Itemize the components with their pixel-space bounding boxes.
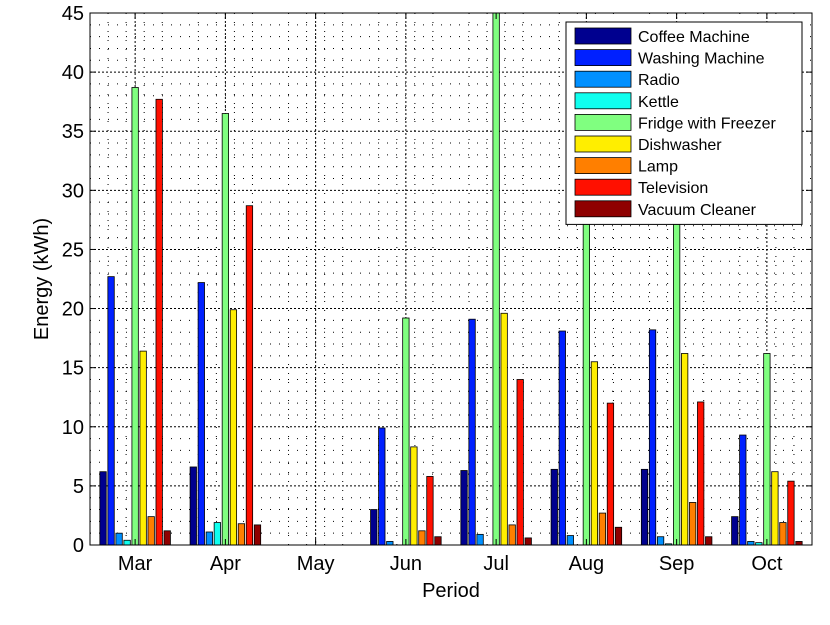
bar bbox=[739, 434, 747, 546]
bar bbox=[640, 468, 649, 546]
bar bbox=[221, 113, 229, 546]
legend-swatch bbox=[574, 135, 632, 153]
bar bbox=[763, 353, 771, 546]
y-tick-label: 40 bbox=[62, 62, 84, 84]
bar bbox=[681, 353, 689, 546]
bar bbox=[476, 533, 484, 546]
y-tick-label: 25 bbox=[62, 239, 84, 261]
legend-label: Coffee Machine bbox=[638, 29, 750, 46]
legend-swatch bbox=[574, 27, 632, 45]
y-tick-label: 10 bbox=[62, 417, 84, 439]
legend-label: Radio bbox=[638, 72, 680, 89]
bar bbox=[697, 401, 705, 546]
bar bbox=[139, 350, 147, 546]
legend-label: Television bbox=[638, 180, 708, 197]
bar bbox=[237, 523, 246, 546]
bar bbox=[779, 522, 787, 546]
y-tick-label: 15 bbox=[62, 358, 84, 380]
legend-swatch bbox=[574, 178, 632, 196]
bar bbox=[205, 531, 213, 546]
bar bbox=[418, 530, 426, 546]
bar bbox=[771, 471, 779, 546]
legend-label: Fridge with Freezer bbox=[638, 115, 776, 132]
bar bbox=[508, 524, 516, 546]
bar bbox=[410, 446, 418, 546]
bar bbox=[468, 318, 476, 546]
bar bbox=[123, 539, 131, 546]
x-tick-label: Apr bbox=[210, 553, 241, 575]
x-tick-label: May bbox=[297, 553, 335, 575]
bar bbox=[229, 309, 238, 546]
bar bbox=[197, 282, 205, 546]
legend: Coffee Machine Washing Machine Radio Kettle… bbox=[565, 21, 803, 225]
y-tick-label: 20 bbox=[62, 299, 84, 321]
legend-swatch bbox=[574, 157, 632, 175]
bar bbox=[163, 530, 171, 546]
bar bbox=[516, 379, 524, 546]
bar bbox=[614, 526, 623, 546]
legend-swatch bbox=[574, 92, 632, 110]
x-tick-label: Jun bbox=[390, 553, 422, 575]
bar bbox=[253, 524, 262, 546]
y-tick-label: 30 bbox=[62, 180, 84, 202]
bar bbox=[524, 537, 532, 546]
bar bbox=[378, 427, 386, 546]
legend-swatch bbox=[574, 49, 632, 66]
bar bbox=[500, 312, 508, 546]
y-axis-label: Energy (kWh) bbox=[31, 218, 53, 340]
bar bbox=[99, 471, 107, 546]
plot-frame bbox=[89, 12, 813, 546]
bar bbox=[402, 317, 410, 546]
legend-label: Dishwasher bbox=[638, 137, 722, 154]
bar bbox=[189, 466, 197, 546]
bar bbox=[787, 480, 795, 546]
bar bbox=[460, 470, 468, 546]
bar bbox=[747, 541, 755, 546]
bar bbox=[147, 516, 155, 546]
bar bbox=[370, 509, 378, 546]
y-tick-label: 5 bbox=[73, 476, 84, 498]
bar bbox=[107, 276, 115, 546]
bar bbox=[558, 330, 566, 546]
x-tick-label: Aug bbox=[569, 553, 605, 575]
legend-swatch bbox=[574, 70, 632, 88]
x-tick-label: Sep bbox=[659, 553, 695, 575]
bar bbox=[590, 361, 599, 546]
bar bbox=[155, 98, 163, 546]
legend-label: Lamp bbox=[638, 159, 678, 176]
bar bbox=[426, 476, 434, 546]
bar bbox=[245, 205, 254, 546]
y-tick-label: 45 bbox=[62, 3, 84, 25]
bar bbox=[705, 536, 713, 546]
bar bbox=[689, 502, 697, 546]
bar bbox=[213, 522, 221, 546]
bar bbox=[566, 535, 574, 546]
x-tick-label: Jul bbox=[483, 553, 509, 575]
legend-swatch bbox=[574, 114, 632, 131]
bar bbox=[795, 541, 803, 546]
x-tick-label: Mar bbox=[118, 553, 153, 575]
legend-label: Washing Machine bbox=[638, 51, 765, 68]
bars bbox=[99, 12, 803, 546]
bar bbox=[492, 12, 500, 546]
ticks: 0 5 10 15 20 25 30 35 40 45 Mar Apr May Jun Jul Aug Sep O… bbox=[62, 3, 812, 575]
bar bbox=[434, 536, 442, 546]
y-tick-label: 0 bbox=[73, 535, 84, 557]
legend-label: Vacuum Cleaner bbox=[638, 202, 757, 219]
bar bbox=[731, 516, 739, 546]
bar bbox=[115, 532, 123, 546]
legend-swatch bbox=[574, 200, 632, 218]
bar bbox=[550, 468, 558, 546]
y-tick-label: 35 bbox=[62, 121, 84, 143]
legend-label: Kettle bbox=[638, 94, 679, 111]
bar bbox=[656, 536, 665, 546]
bar bbox=[606, 402, 615, 546]
bar bbox=[648, 329, 657, 546]
x-tick-label: Oct bbox=[751, 553, 783, 575]
bar bbox=[598, 512, 607, 546]
bar bbox=[131, 87, 139, 546]
x-axis-label: Period bbox=[422, 580, 480, 602]
bar bbox=[386, 541, 394, 546]
